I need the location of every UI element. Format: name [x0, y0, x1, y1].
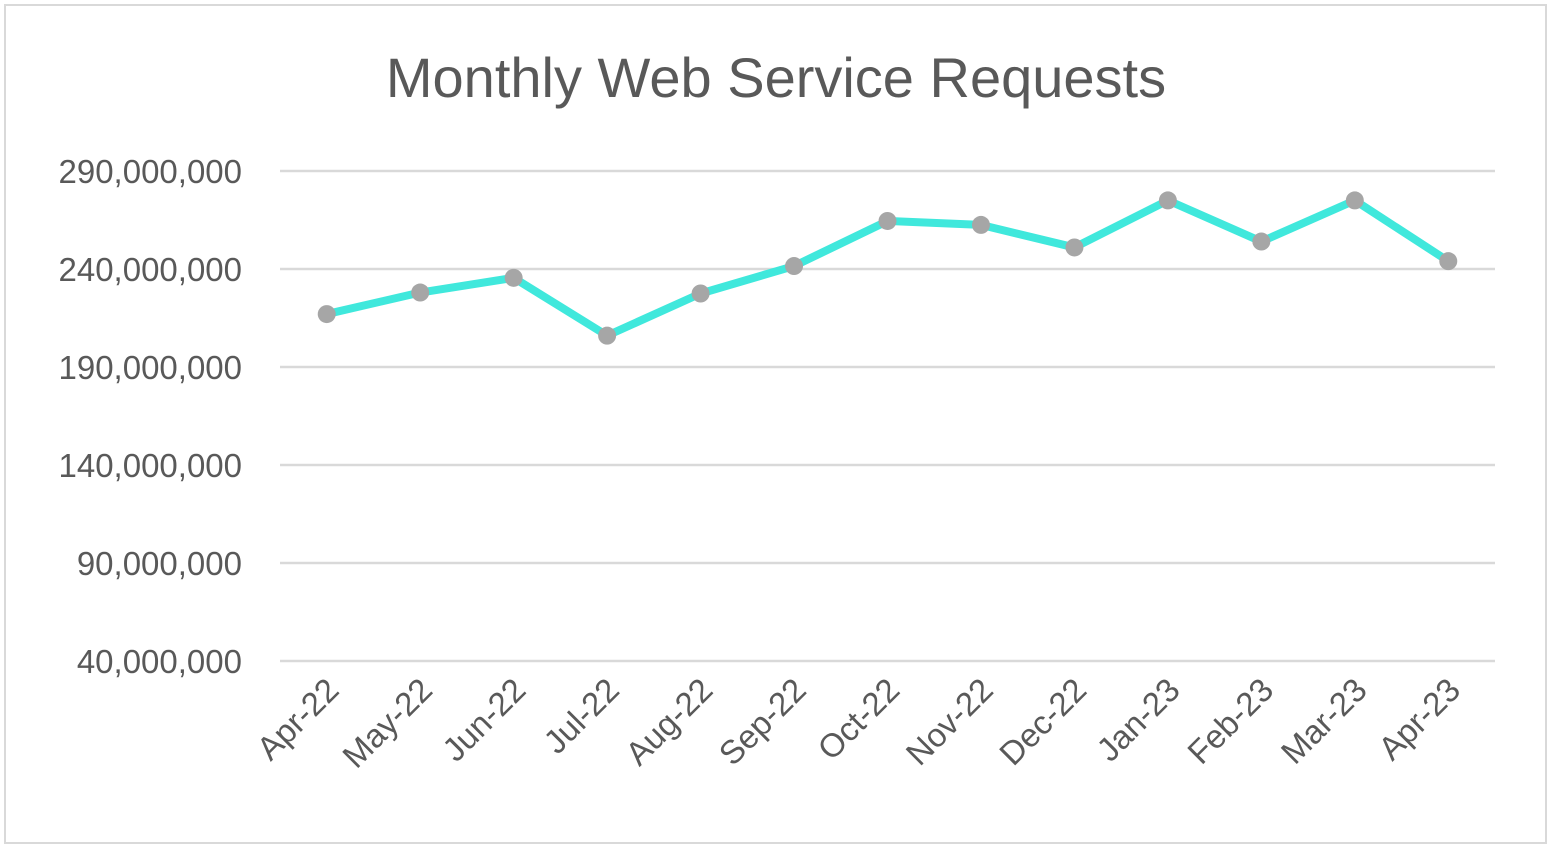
- y-tick-label: 290,000,000: [58, 153, 242, 190]
- data-point: [598, 326, 617, 345]
- x-tick-label: May-22: [335, 671, 439, 775]
- x-tick-label: Apr-23: [1371, 671, 1467, 767]
- x-tick-label: Feb-23: [1180, 671, 1280, 771]
- x-tick-label: Apr-22: [249, 671, 345, 767]
- chart-title: Monthly Web Service Requests: [386, 46, 1166, 109]
- data-point: [785, 257, 804, 276]
- data-point: [1439, 252, 1458, 271]
- y-tick-label: 40,000,000: [77, 643, 242, 680]
- data-point: [1345, 191, 1364, 210]
- x-tick-label: Oct-22: [810, 671, 906, 767]
- data-point: [1252, 232, 1271, 251]
- data-point: [878, 211, 897, 230]
- chart-frame: [4, 4, 1547, 844]
- x-tick-label: Dec-22: [992, 671, 1093, 772]
- x-tick-label: Nov-22: [899, 671, 1000, 772]
- x-tick-label: Sep-22: [712, 671, 813, 772]
- data-point: [1065, 238, 1084, 257]
- gridlines: [280, 169, 1495, 663]
- data-point: [691, 284, 710, 303]
- data-point: [1158, 191, 1177, 210]
- y-tick-label: 140,000,000: [58, 447, 242, 484]
- x-tick-label: Jan-23: [1089, 671, 1187, 769]
- y-axis-ticks: 290,000,000 240,000,000 190,000,000 140,000…: [58, 153, 242, 680]
- x-tick-label: Jun-22: [435, 671, 533, 769]
- data-point: [411, 283, 430, 302]
- data-point: [317, 305, 336, 324]
- x-tick-label: Mar-23: [1274, 671, 1374, 771]
- x-tick-label: Jul-22: [536, 671, 626, 761]
- y-tick-label: 90,000,000: [77, 545, 242, 582]
- y-tick-label: 240,000,000: [58, 251, 242, 288]
- series-group: [317, 191, 1458, 345]
- data-point: [504, 268, 523, 287]
- data-point: [971, 215, 990, 234]
- x-tick-label: Aug-22: [618, 671, 719, 772]
- y-tick-label: 190,000,000: [58, 349, 242, 386]
